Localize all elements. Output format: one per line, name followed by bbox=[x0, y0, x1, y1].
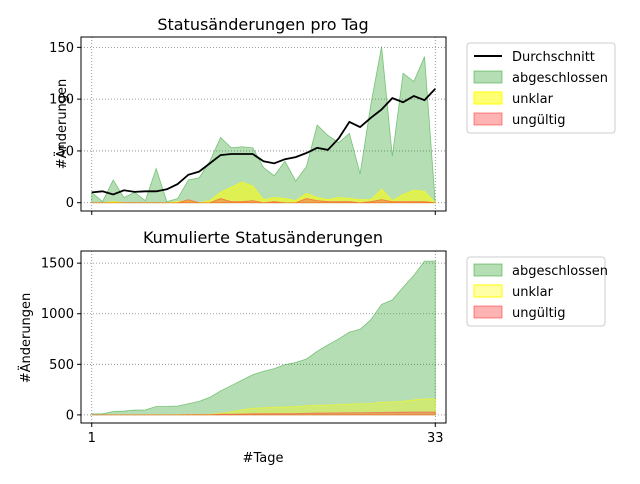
legend-top-label-closed: abgeschlossen bbox=[512, 71, 608, 86]
chart-top-ticks: 0 50 100 150 bbox=[49, 41, 436, 215]
y-tick-label: 50 bbox=[57, 144, 74, 159]
y-tick-label: 1000 bbox=[41, 307, 74, 322]
chart-bottom-xlabel: #Tage bbox=[243, 451, 284, 466]
area-ungueltig bbox=[91, 411, 436, 416]
chart-bottom-areas bbox=[91, 260, 436, 416]
chart-top-legend: Durchschnitt abgeschlossen unklar ungült… bbox=[466, 42, 616, 134]
y-tick-label: 100 bbox=[49, 93, 74, 108]
chart-bottom-legend: abgeschlossen unklar ungültig bbox=[466, 256, 608, 327]
legend-top-swatch-invalid bbox=[473, 112, 503, 126]
legend-top-label-invalid: ungültig bbox=[512, 113, 566, 128]
chart-top: Statusänderungen pro Tag #Änderungen 0 50… bbox=[49, 15, 616, 215]
area-abgeschlossen bbox=[91, 46, 436, 204]
x-tick-label: 1 bbox=[88, 431, 96, 446]
chart-top-areas bbox=[91, 46, 437, 204]
legend-bottom-label-unclear: unklar bbox=[512, 285, 554, 300]
legend-bottom-swatch-invalid bbox=[473, 305, 503, 319]
chart-bottom-ticks: 0 500 1000 1500 1 33 bbox=[41, 257, 444, 446]
chart-bottom: Kumulierte Statusänderungen #Änderungen … bbox=[18, 228, 608, 466]
chart-bottom-ylabel: #Änderungen bbox=[18, 293, 34, 384]
legend-bottom-label-closed: abgeschlossen bbox=[512, 264, 608, 279]
chart-top-ylabel: #Änderungen bbox=[54, 79, 70, 170]
legend-top-swatch-unclear bbox=[473, 91, 503, 105]
legend-bottom-swatch-unclear bbox=[473, 284, 503, 298]
chart-top-average-line bbox=[91, 88, 436, 196]
legend-bottom-swatch-closed bbox=[473, 263, 503, 277]
y-tick-label: 500 bbox=[49, 358, 74, 373]
y-tick-label: 150 bbox=[49, 41, 74, 56]
legend-top-swatch-closed bbox=[473, 70, 503, 84]
chart-top-frame bbox=[80, 36, 447, 212]
y-tick-label: 0 bbox=[66, 196, 74, 211]
chart-bottom-title: Kumulierte Statusänderungen bbox=[143, 228, 383, 247]
y-tick-label: 0 bbox=[66, 408, 74, 423]
line-durchschnitt bbox=[91, 88, 436, 196]
y-tick-label: 1500 bbox=[41, 257, 74, 272]
legend-top-label-unclear: unklar bbox=[512, 92, 554, 107]
area-abgeschlossen bbox=[91, 260, 436, 416]
area-ungueltig bbox=[91, 198, 436, 204]
legend-top-box bbox=[466, 42, 616, 134]
x-tick-label: 33 bbox=[427, 431, 444, 446]
chart-top-title: Statusänderungen pro Tag bbox=[157, 15, 368, 34]
legend-top-label-average: Durchschnitt bbox=[512, 50, 595, 65]
legend-bottom-label-invalid: ungültig bbox=[512, 306, 566, 321]
chart-bottom-frame bbox=[80, 250, 447, 424]
